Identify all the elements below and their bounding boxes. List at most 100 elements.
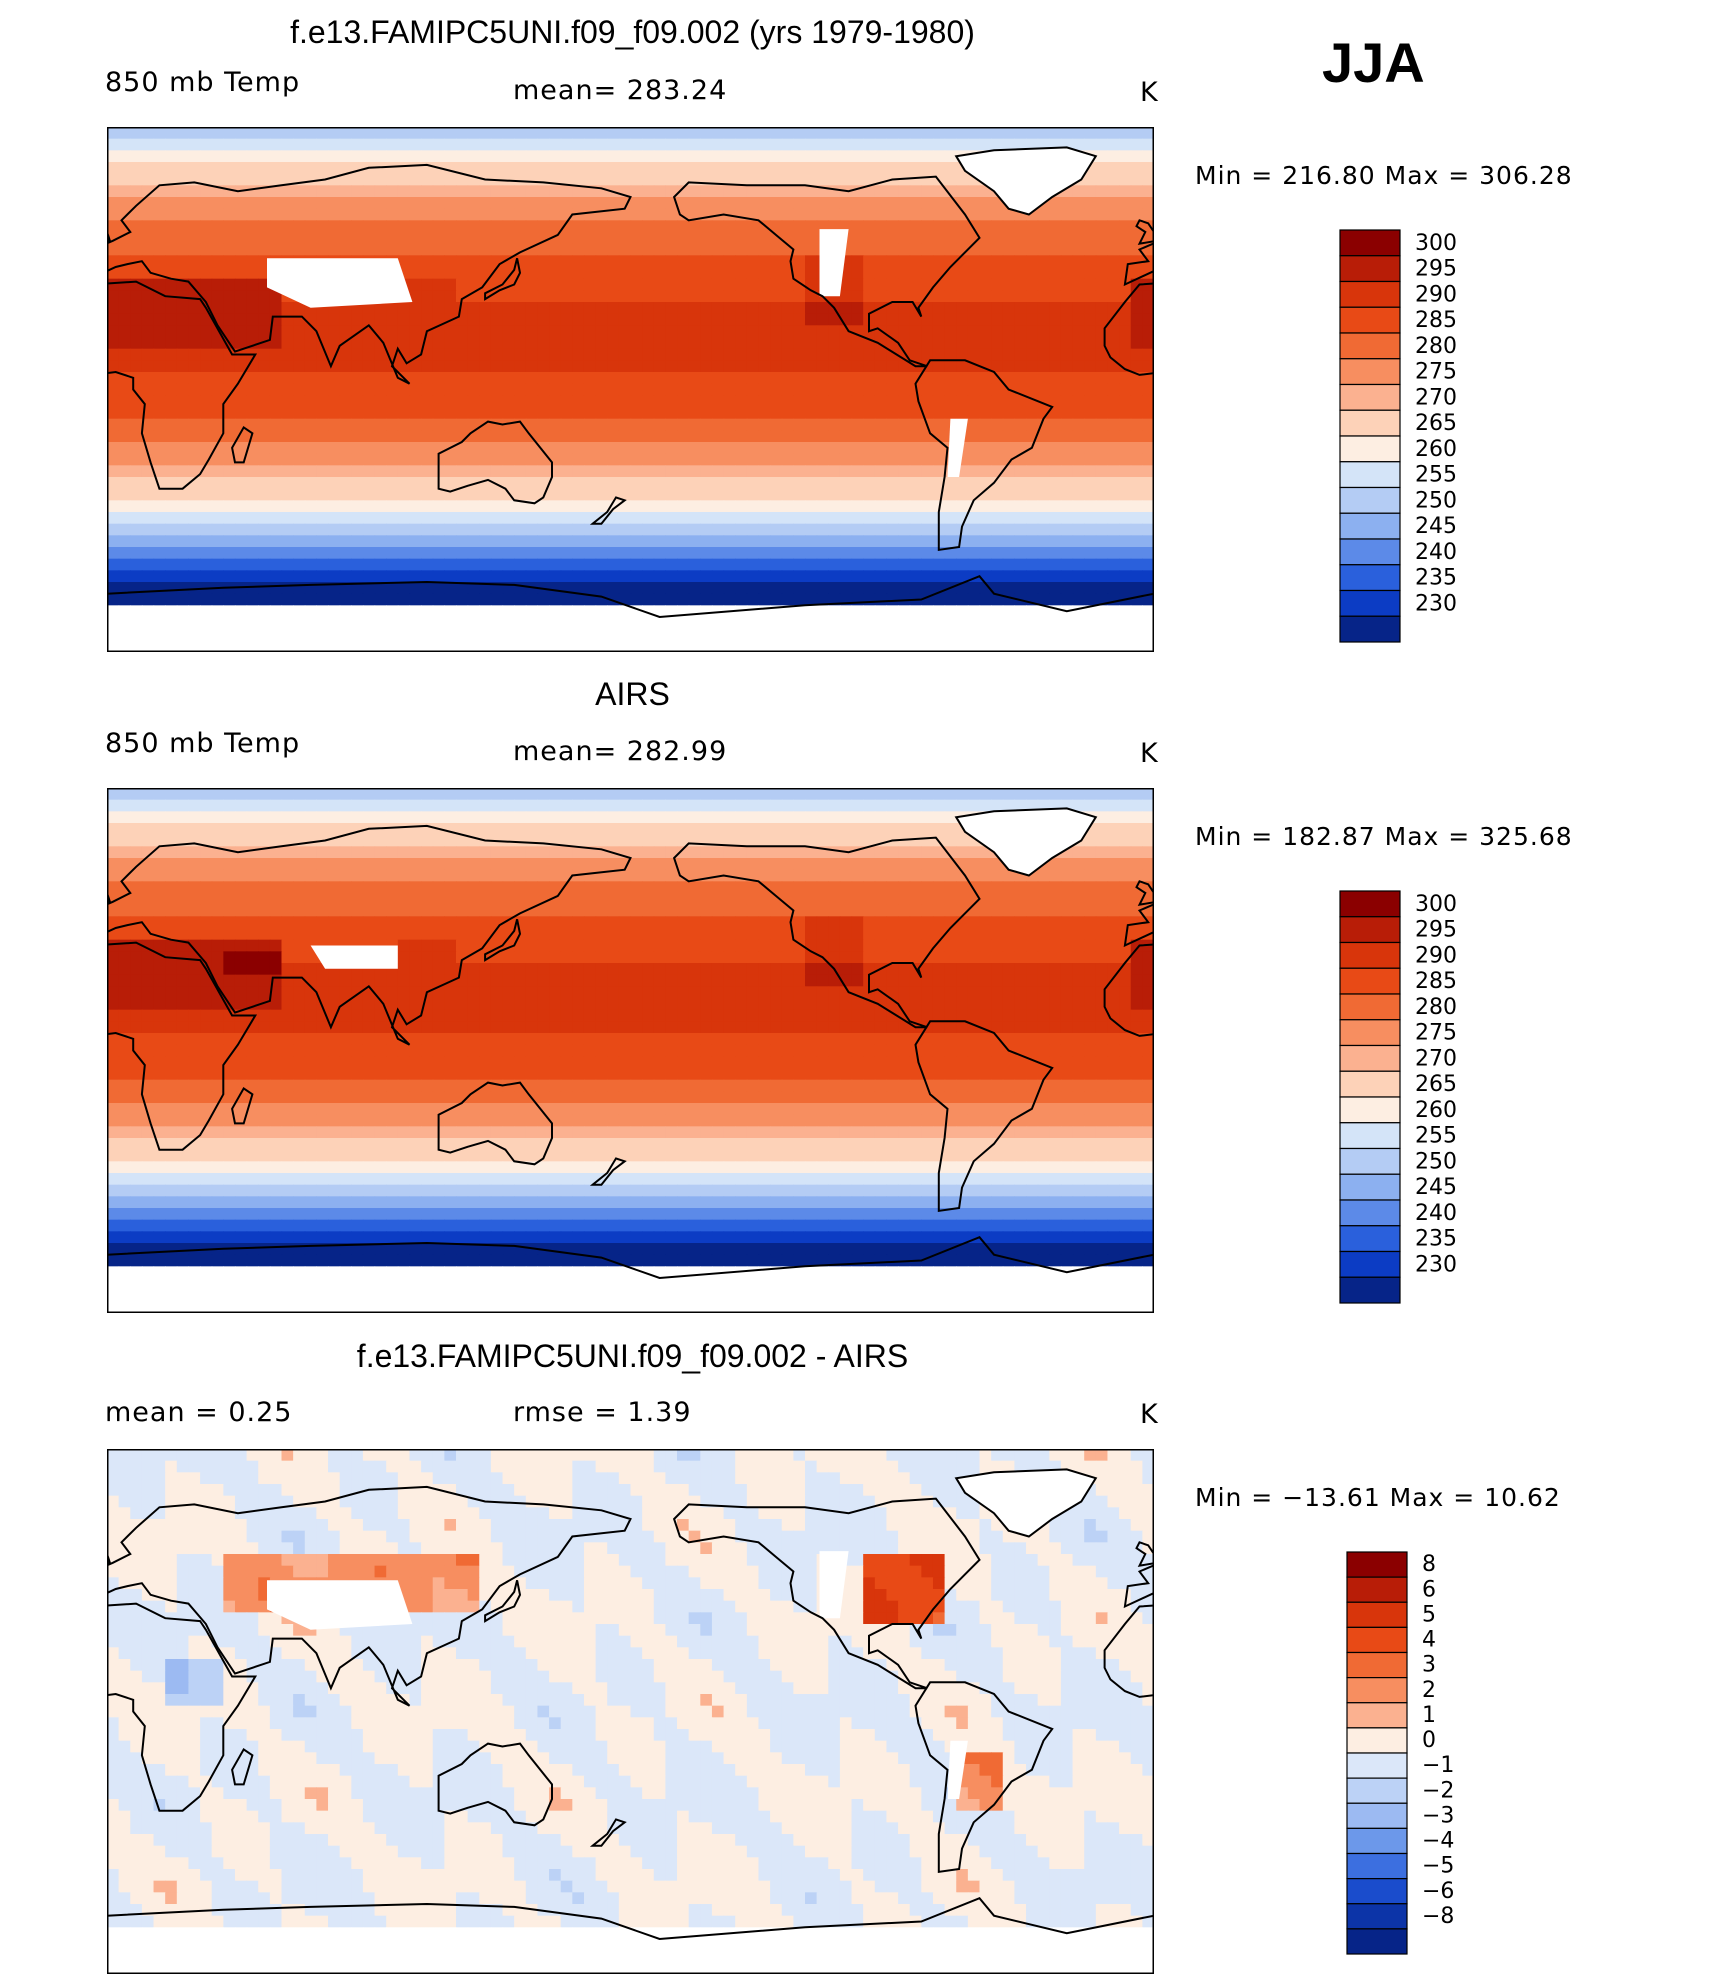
field-cell <box>153 617 166 630</box>
field-cell <box>165 593 178 606</box>
field-cell <box>1026 232 1039 245</box>
field-cell <box>770 325 783 338</box>
field-cell <box>874 313 888 326</box>
field-cell <box>956 788 969 801</box>
field-cell <box>991 893 1004 906</box>
field-cell <box>595 893 608 906</box>
field-cell <box>153 372 166 385</box>
field-cell <box>816 617 829 630</box>
field-cell <box>665 535 678 548</box>
field-cell <box>316 799 329 812</box>
field-cell <box>711 788 725 801</box>
field-cell <box>1095 430 1109 443</box>
field-cell <box>130 243 143 256</box>
field-cell <box>281 858 294 871</box>
field-cell <box>444 255 457 268</box>
field-cell <box>921 162 934 175</box>
field-cell <box>188 197 201 210</box>
field-cell <box>642 255 655 268</box>
field-cell <box>1014 453 1027 466</box>
field-cell <box>1072 278 1085 291</box>
field-cell <box>409 430 422 443</box>
field-cell <box>979 799 992 812</box>
field-cell <box>839 558 853 571</box>
field-cell <box>1002 255 1015 268</box>
field-cell <box>921 846 934 859</box>
field-cell <box>595 881 608 894</box>
field-cell <box>1014 512 1027 525</box>
field-cell <box>921 500 934 513</box>
field-cell <box>630 208 643 221</box>
field-cell <box>467 255 480 268</box>
field-cell <box>223 302 236 315</box>
field-cell <box>351 208 364 221</box>
field-cell <box>944 881 957 894</box>
field-cell <box>514 430 527 443</box>
field-cell <box>572 500 585 513</box>
field-cell <box>607 383 620 396</box>
field-cell <box>723 243 736 256</box>
field-cell <box>107 788 120 801</box>
field-cell <box>642 232 655 245</box>
field-cell <box>141 477 155 490</box>
field-cell <box>537 407 550 420</box>
field-cell <box>723 628 736 641</box>
field-cell <box>234 208 248 221</box>
field-cell <box>630 232 643 245</box>
field-cell <box>805 372 818 385</box>
field-cell <box>525 150 539 163</box>
field-cell <box>1119 834 1132 847</box>
field-cell <box>304 640 317 652</box>
field-cell <box>630 582 643 595</box>
field-cell <box>781 185 794 198</box>
field-cell <box>397 846 411 859</box>
field-cell <box>1060 858 1074 871</box>
field-cell <box>653 523 666 536</box>
field-cell <box>618 477 632 490</box>
field-cell <box>374 858 387 871</box>
field-cell <box>665 788 678 801</box>
field-cell <box>293 823 306 836</box>
map-frame <box>107 127 1154 652</box>
field-cell <box>991 617 1004 630</box>
field-cell <box>583 605 597 618</box>
field-cell <box>688 500 701 513</box>
field-cell <box>735 788 748 801</box>
field-cell <box>514 846 527 859</box>
field-cell <box>397 628 411 641</box>
field-cell <box>560 267 573 280</box>
field-cell <box>502 617 515 630</box>
field-cell <box>293 799 306 812</box>
field-cell <box>432 138 445 151</box>
field-cell <box>281 593 294 606</box>
field-cell <box>165 173 178 186</box>
field-cell <box>1107 628 1120 641</box>
field-cell <box>409 628 422 641</box>
field-cell <box>130 127 143 140</box>
field-cell <box>700 823 713 836</box>
field-cell <box>374 523 387 536</box>
field-cell <box>1095 858 1109 871</box>
field-cell <box>1142 453 1154 466</box>
field-cell <box>1142 617 1154 630</box>
field-cell <box>723 150 736 163</box>
field-cell <box>805 302 818 315</box>
field-cell <box>828 558 841 571</box>
field-cell <box>932 395 946 408</box>
field-cell <box>1130 278 1143 291</box>
field-cell <box>1130 488 1143 501</box>
field-cell <box>1049 453 1062 466</box>
field-cell <box>200 834 213 847</box>
field-cell <box>118 488 131 501</box>
field-cell <box>723 267 736 280</box>
field-cell <box>1014 267 1027 280</box>
field-cell <box>467 197 480 210</box>
field-cell <box>176 640 190 652</box>
field-cell <box>525 477 539 490</box>
field-cell <box>188 255 201 268</box>
field-cell <box>805 267 818 280</box>
field-cell <box>107 547 120 560</box>
field-cell <box>165 465 178 478</box>
field-cell <box>502 640 515 652</box>
field-cell <box>258 788 271 801</box>
